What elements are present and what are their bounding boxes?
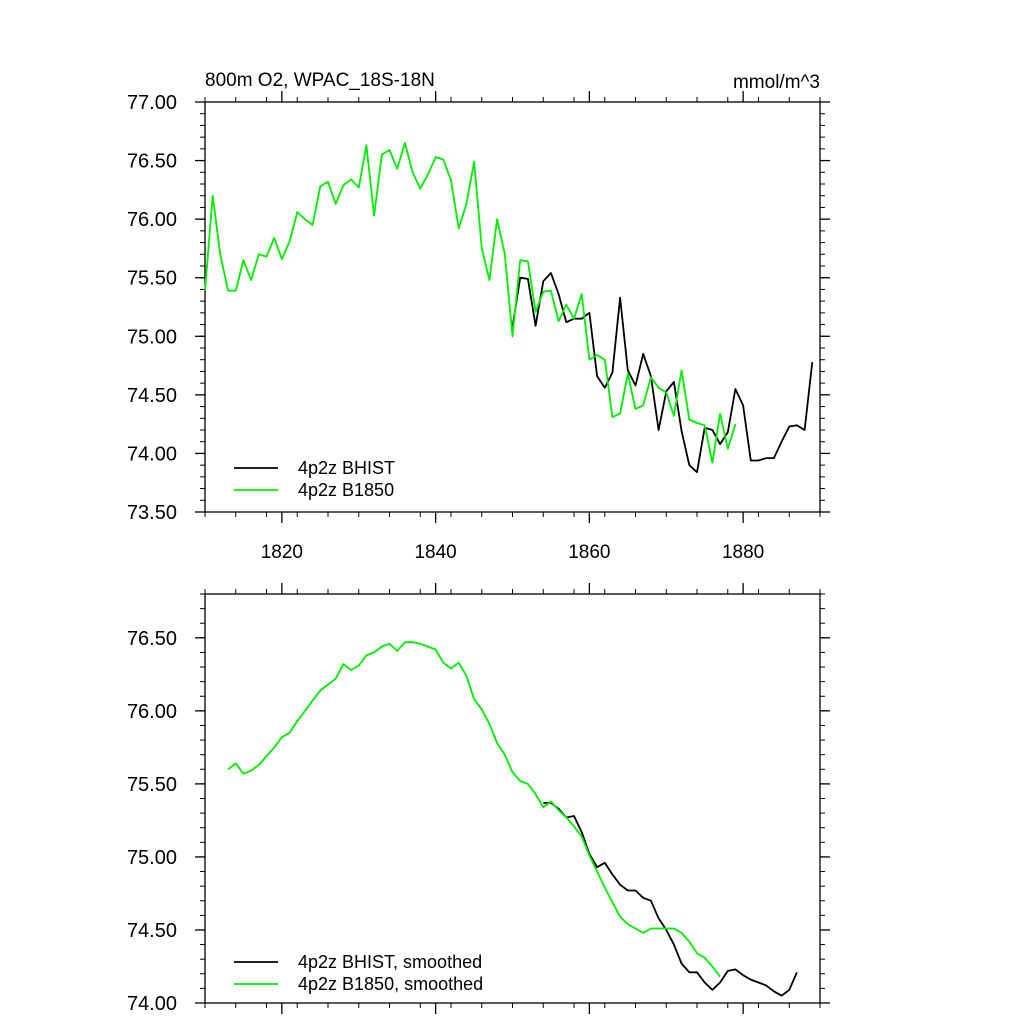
y-tick-label: 76.00 xyxy=(127,209,177,231)
bottom-panel: 74.00 74.50 75.00 75.50 76.00 76.50 4p2z BHIST… xyxy=(127,583,830,1015)
y-tick-label: 74.50 xyxy=(127,385,177,407)
series-line-4p2z-b1850-smoothed xyxy=(227,641,721,978)
y-tick-label: 73.50 xyxy=(127,502,177,524)
y-tick-label: 75.50 xyxy=(127,774,177,796)
plot-frame xyxy=(204,593,821,1004)
y-tick-label: 75.00 xyxy=(127,326,177,348)
legend-label: 4p2z BHIST xyxy=(298,458,395,478)
y-tick-label: 76.00 xyxy=(127,701,177,723)
y-tick-label: 75.50 xyxy=(127,268,177,290)
plot-frame xyxy=(204,101,821,513)
x-tick-label: 1820 xyxy=(261,542,303,563)
legend-label: 4p2z BHIST, smoothed xyxy=(298,952,482,972)
series-line-4p2z-bhist xyxy=(511,272,814,474)
series-line-4p2z-b1850 xyxy=(204,142,737,464)
legend-label: 4p2z B1850 xyxy=(298,480,394,500)
top-panel: 73.50 74.00 74.50 75.00 75.50 76.00 76.50 77.00… xyxy=(127,91,830,563)
y-tick-label: 76.50 xyxy=(127,628,177,650)
y-tick-label: 74.50 xyxy=(127,920,177,942)
units-label: mmol/m^3 xyxy=(733,72,820,93)
x-tick-label: 1860 xyxy=(568,542,610,563)
series-line-4p2z-bhist-smoothed xyxy=(543,802,798,997)
x-tick-label: 1880 xyxy=(722,542,764,563)
y-tick-label: 76.50 xyxy=(127,151,177,173)
y-tick-label: 75.00 xyxy=(127,847,177,869)
chart-title: 800m O2, WPAC_18S-18N xyxy=(205,70,435,91)
y-tick-label: 74.00 xyxy=(127,993,177,1015)
y-tick-label: 74.00 xyxy=(127,443,177,465)
legend-label: 4p2z B1850, smoothed xyxy=(298,974,483,994)
x-tick-label: 1840 xyxy=(414,542,456,563)
y-tick-label: 77.00 xyxy=(127,92,177,114)
